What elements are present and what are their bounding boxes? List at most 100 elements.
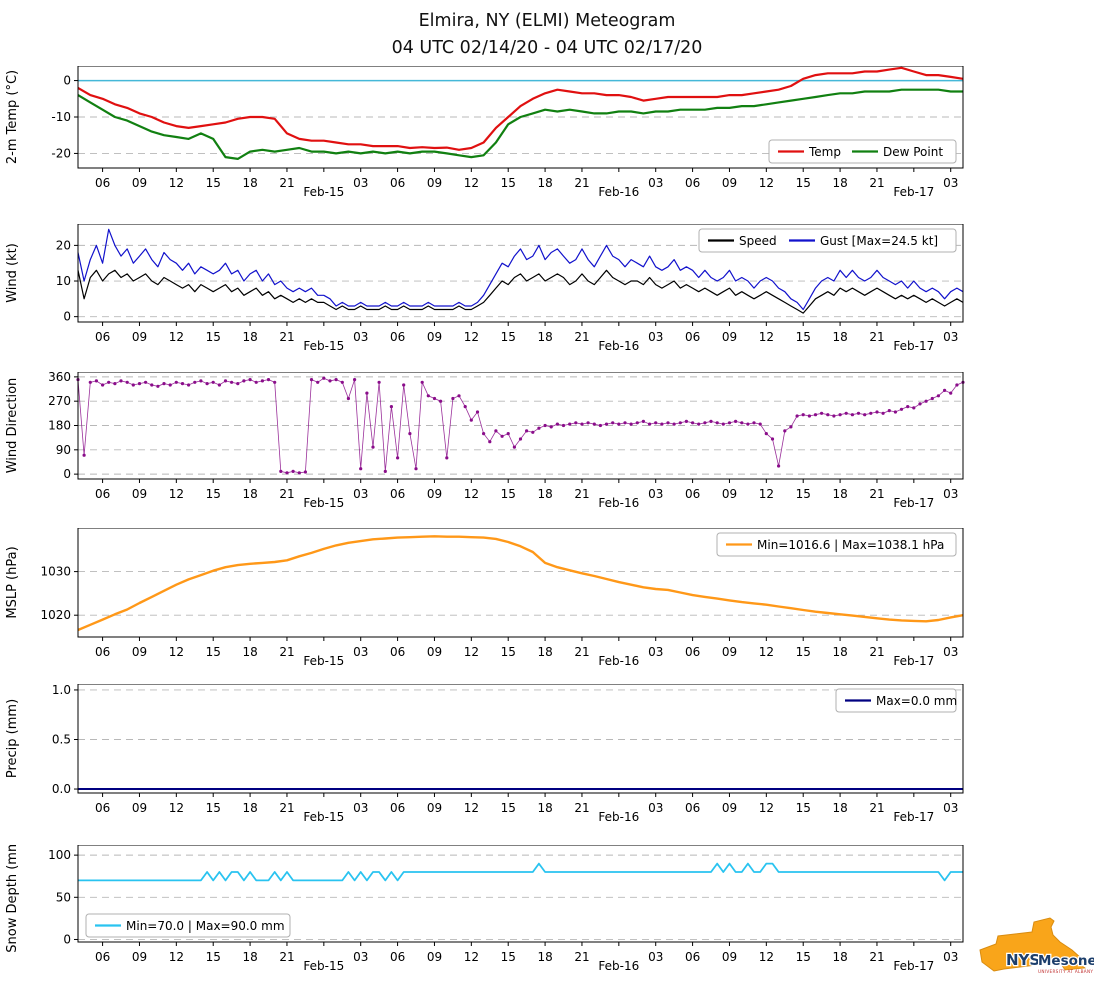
x-tick-label: 21 xyxy=(574,487,589,501)
x-tick-label: 12 xyxy=(759,950,774,964)
x-tick-label: 21 xyxy=(869,801,884,815)
x-tick-date-label: Feb-15 xyxy=(303,810,344,824)
scatter-point xyxy=(328,379,332,383)
scatter-point xyxy=(426,394,430,398)
x-tick-date-label: Feb-15 xyxy=(303,496,344,510)
scatter-point xyxy=(150,383,154,387)
scatter-point xyxy=(801,413,805,417)
x-tick-label: 21 xyxy=(574,801,589,815)
scatter-point xyxy=(101,383,105,387)
x-tick-label: 18 xyxy=(832,645,847,659)
x-tick-label: 21 xyxy=(869,176,884,190)
scatter-point xyxy=(770,437,775,441)
scatter-point xyxy=(316,380,320,384)
x-tick-label: 03 xyxy=(943,487,958,501)
x-tick-label: 09 xyxy=(722,801,737,815)
y-tick-label: 20 xyxy=(56,238,71,252)
scatter-point xyxy=(666,421,670,425)
scatter-point xyxy=(746,422,750,426)
scatter-point xyxy=(789,425,793,429)
x-tick-label: 06 xyxy=(95,487,110,501)
scatter-point xyxy=(844,411,848,415)
x-tick-label: 06 xyxy=(685,950,700,964)
scatter-point xyxy=(242,379,246,383)
scatter-point xyxy=(193,380,197,384)
x-tick-label: 06 xyxy=(390,950,405,964)
scatter-point xyxy=(863,413,867,417)
x-tick-label: 03 xyxy=(648,950,663,964)
x-tick-label: 18 xyxy=(242,950,257,964)
x-tick-label: 15 xyxy=(501,330,516,344)
scatter-point xyxy=(580,422,584,426)
x-tick-label: 06 xyxy=(685,801,700,815)
scatter-point xyxy=(494,429,498,433)
scatter-point xyxy=(82,453,86,457)
x-tick-label: 21 xyxy=(574,176,589,190)
legend-label: Min=1016.6 | Max=1038.1 hPa xyxy=(757,538,944,552)
x-tick-date-label: Feb-17 xyxy=(893,654,934,668)
scatter-point xyxy=(764,432,768,436)
y-axis-label-wind: Wind (kt) xyxy=(5,243,20,303)
x-tick-date-label: Feb-15 xyxy=(303,339,344,353)
y-tick-label: 0 xyxy=(63,932,71,946)
x-tick-label: 21 xyxy=(279,330,294,344)
x-tick-label: 18 xyxy=(832,176,847,190)
scatter-point xyxy=(322,376,326,380)
x-tick-label: 15 xyxy=(796,950,811,964)
x-tick-label: 09 xyxy=(427,801,442,815)
y-tick-label: 0 xyxy=(63,74,71,88)
x-tick-label: 03 xyxy=(353,487,368,501)
x-tick-label: 21 xyxy=(574,645,589,659)
y-tick-label: 0 xyxy=(63,310,71,324)
scatter-point xyxy=(727,421,732,425)
legend-label: Speed xyxy=(739,234,777,248)
series-line-dew-point xyxy=(77,88,963,161)
scatter-point xyxy=(365,391,369,395)
scatter-point xyxy=(943,388,947,392)
legend-label: Dew Point xyxy=(883,145,943,159)
scatter-point xyxy=(107,380,111,384)
x-tick-label: 09 xyxy=(722,176,737,190)
x-tick-label: 12 xyxy=(759,487,774,501)
x-tick-label: 03 xyxy=(943,950,958,964)
scatter-point xyxy=(88,380,92,384)
x-tick-label: 21 xyxy=(279,645,294,659)
title-line-station: Elmira, NY (ELMI) Meteogram xyxy=(418,11,676,31)
scatter-point xyxy=(488,440,492,444)
scatter-point xyxy=(660,422,664,426)
scatter-point xyxy=(359,467,363,471)
scatter-point xyxy=(758,422,762,426)
x-tick-label: 06 xyxy=(95,330,110,344)
x-tick-label: 21 xyxy=(279,950,294,964)
x-tick-label: 03 xyxy=(648,801,663,815)
scatter-point xyxy=(187,383,191,387)
scatter-point xyxy=(377,380,381,384)
scatter-point xyxy=(740,421,744,425)
scatter-point xyxy=(691,421,695,425)
scatter-point xyxy=(795,414,799,418)
x-tick-date-label: Feb-17 xyxy=(893,810,934,824)
x-tick-label: 18 xyxy=(242,330,257,344)
legend-label: Gust [Max=24.5 kt] xyxy=(820,234,938,248)
scatter-point xyxy=(180,382,185,386)
x-tick-label: 15 xyxy=(796,801,811,815)
series-line-snow-depth xyxy=(78,862,963,882)
x-tick-label: 06 xyxy=(685,176,700,190)
x-tick-label: 18 xyxy=(537,330,552,344)
scatter-point xyxy=(611,421,615,425)
scatter-point xyxy=(715,421,719,425)
axes-frame xyxy=(77,224,964,323)
title-line-timerange: 04 UTC 02/14/20 - 04 UTC 02/17/20 xyxy=(391,38,703,59)
x-tick-label: 06 xyxy=(685,330,700,344)
x-tick-date-label: Feb-15 xyxy=(303,185,344,199)
x-tick-label: 03 xyxy=(648,487,663,501)
x-tick-label: 09 xyxy=(722,645,737,659)
x-tick-date-label: Feb-16 xyxy=(598,810,639,824)
scatter-point xyxy=(236,382,240,386)
y-tick-label: 1020 xyxy=(40,608,71,622)
x-tick-label: 06 xyxy=(95,950,110,964)
y-tick-label: 90 xyxy=(56,443,71,457)
x-tick-label: 09 xyxy=(132,330,147,344)
x-tick-label: 03 xyxy=(353,176,368,190)
scatter-point xyxy=(174,380,178,384)
